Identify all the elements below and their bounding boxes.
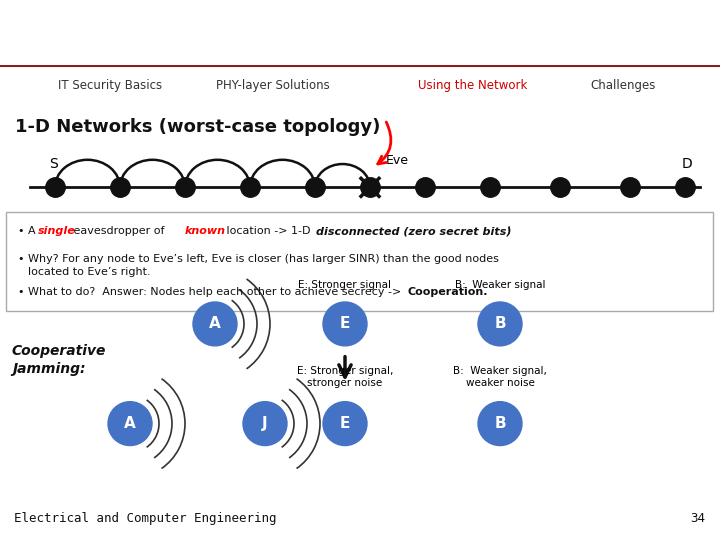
Text: B: B [494,316,506,332]
Text: Cooperation.: Cooperation. [408,287,488,297]
Text: 34: 34 [690,511,706,525]
Text: 1-D Networks (worst-case topology): 1-D Networks (worst-case topology) [15,118,380,136]
Text: • What to do?  Answer: Nodes help each other to achieve secrecy ->: • What to do? Answer: Nodes help each ot… [18,287,405,297]
Text: B:  Weaker signal: B: Weaker signal [455,280,545,290]
Text: D: D [682,157,693,171]
Text: location -> 1-D: location -> 1-D [223,226,314,236]
Circle shape [193,302,237,346]
Circle shape [108,402,152,446]
Text: E: Stronger signal,: E: Stronger signal, [297,366,393,376]
Text: A: A [124,416,136,431]
Text: Challenges: Challenges [590,79,656,92]
Text: • Why? For any node to Eve’s left, Eve is closer (has larger SINR) than the good: • Why? For any node to Eve’s left, Eve i… [18,254,499,264]
Text: B:  Weaker signal,: B: Weaker signal, [453,366,547,376]
Circle shape [323,302,367,346]
Text: single: single [38,226,76,236]
FancyBboxPatch shape [6,212,713,311]
Text: B: B [494,416,506,431]
Text: disconnected (zero secret bits): disconnected (zero secret bits) [316,226,511,236]
Circle shape [478,402,522,446]
Text: Using the Network: Using the Network [418,79,527,92]
Text: Cooperative
Jamming:: Cooperative Jamming: [12,344,107,376]
Text: eavesdropper of: eavesdropper of [70,226,168,236]
Text: !: ! [506,226,510,236]
Text: UMass Amherst: UMass Amherst [14,18,211,40]
Text: known: known [185,226,226,236]
Text: J: J [262,416,268,431]
Text: Eve: Eve [386,154,409,167]
Text: IT Security Basics: IT Security Basics [58,79,162,92]
Text: E: Stronger signal: E: Stronger signal [299,280,392,290]
Text: E: E [340,316,350,332]
Circle shape [243,402,287,446]
Circle shape [323,402,367,446]
Text: A: A [209,316,221,332]
Circle shape [478,302,522,346]
Text: S: S [49,157,58,171]
Text: PHY-layer Solutions: PHY-layer Solutions [216,79,330,92]
Text: Electrical and Computer Engineering: Electrical and Computer Engineering [14,511,277,525]
Text: • A: • A [18,226,39,236]
Text: weaker noise: weaker noise [466,377,534,388]
Text: stronger noise: stronger noise [307,377,382,388]
FancyArrowPatch shape [378,122,391,164]
Text: located to Eve’s right.: located to Eve’s right. [28,267,150,277]
Text: E: E [340,416,350,431]
